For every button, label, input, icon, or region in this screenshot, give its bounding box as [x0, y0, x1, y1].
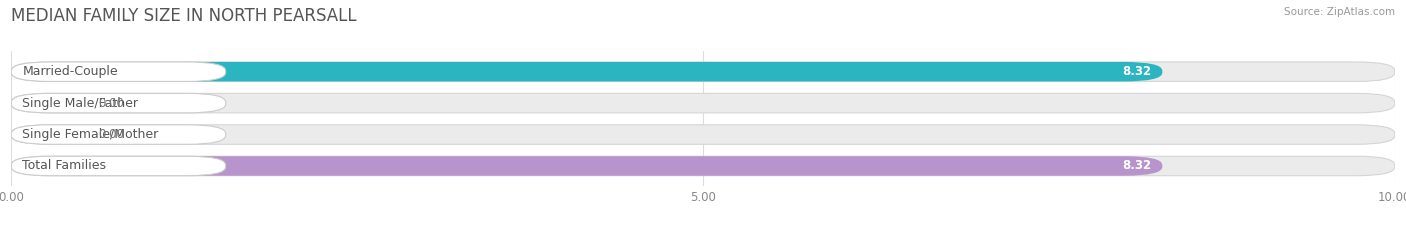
- FancyBboxPatch shape: [11, 93, 87, 113]
- FancyBboxPatch shape: [11, 156, 226, 176]
- FancyBboxPatch shape: [11, 62, 226, 81]
- FancyBboxPatch shape: [11, 125, 226, 144]
- Text: 8.32: 8.32: [1122, 159, 1152, 172]
- Text: Single Female/Mother: Single Female/Mother: [22, 128, 159, 141]
- Text: Married-Couple: Married-Couple: [22, 65, 118, 78]
- FancyBboxPatch shape: [11, 93, 1395, 113]
- FancyBboxPatch shape: [11, 93, 226, 113]
- Text: Single Male/Father: Single Male/Father: [22, 97, 138, 110]
- Text: 0.00: 0.00: [98, 97, 124, 110]
- Text: Total Families: Total Families: [22, 159, 107, 172]
- Text: Source: ZipAtlas.com: Source: ZipAtlas.com: [1284, 7, 1395, 17]
- FancyBboxPatch shape: [11, 156, 1163, 176]
- Text: 8.32: 8.32: [1122, 65, 1152, 78]
- FancyBboxPatch shape: [11, 125, 87, 144]
- FancyBboxPatch shape: [11, 62, 1395, 81]
- FancyBboxPatch shape: [11, 125, 1395, 144]
- Text: MEDIAN FAMILY SIZE IN NORTH PEARSALL: MEDIAN FAMILY SIZE IN NORTH PEARSALL: [11, 7, 357, 25]
- Text: 0.00: 0.00: [98, 128, 124, 141]
- FancyBboxPatch shape: [11, 156, 1395, 176]
- FancyBboxPatch shape: [11, 62, 1163, 81]
